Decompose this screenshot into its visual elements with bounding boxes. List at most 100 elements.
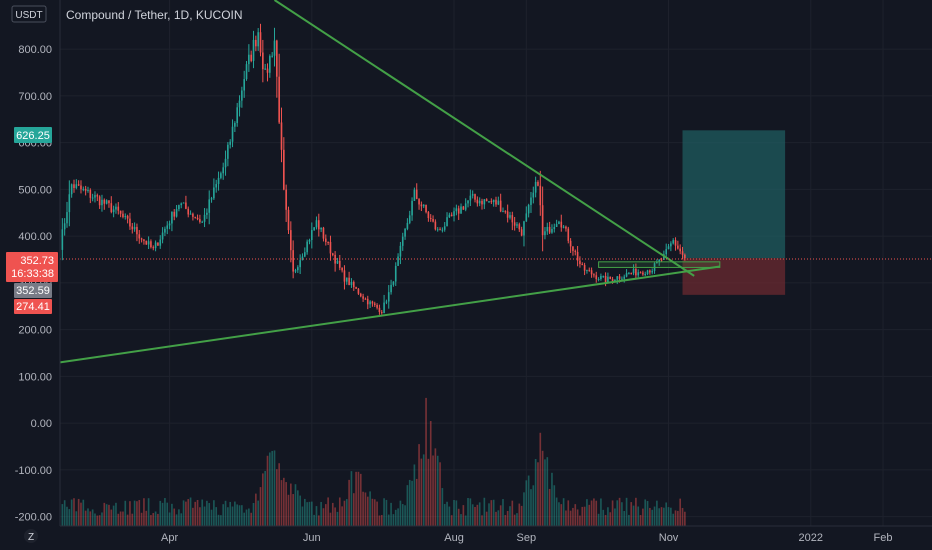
candle-body bbox=[667, 246, 670, 250]
candle-body bbox=[581, 264, 584, 266]
volume-bar bbox=[70, 499, 73, 526]
candle-body bbox=[467, 200, 469, 204]
candle-body bbox=[292, 250, 294, 272]
volume-bar bbox=[173, 508, 176, 526]
volume-bar bbox=[68, 509, 71, 526]
volume-bar bbox=[651, 509, 654, 526]
candle-body bbox=[208, 199, 211, 213]
volume-bar bbox=[348, 479, 350, 526]
volume-bar bbox=[126, 514, 129, 526]
candle-body bbox=[555, 224, 558, 227]
volume-bar bbox=[145, 510, 148, 526]
candle-body bbox=[89, 189, 92, 198]
volume-bar bbox=[357, 471, 360, 526]
scale-button[interactable]: Z bbox=[24, 529, 38, 543]
candle-body bbox=[569, 240, 572, 247]
candle-body bbox=[124, 216, 127, 218]
candle-body bbox=[271, 55, 273, 57]
volume-bar bbox=[292, 494, 294, 526]
candle-body bbox=[199, 219, 201, 222]
time-axis-labels: Apr Jun Aug Sep Nov 2022 Feb bbox=[161, 532, 893, 544]
candle-body bbox=[537, 181, 539, 186]
candle-body bbox=[129, 218, 131, 227]
volume-bar bbox=[625, 497, 628, 526]
volume-bar bbox=[168, 512, 171, 526]
candle-body bbox=[243, 79, 246, 91]
volume-bar bbox=[303, 498, 306, 526]
volume-bar bbox=[439, 462, 441, 526]
trendline-drawings[interactable] bbox=[59, 0, 721, 364]
candle-body bbox=[441, 229, 444, 231]
volume-bar bbox=[555, 497, 558, 526]
price-tick-label: 400.00 bbox=[18, 231, 52, 243]
candle-body bbox=[250, 54, 253, 61]
candle-body bbox=[490, 201, 493, 203]
volume-bar bbox=[653, 506, 656, 526]
volume-bar bbox=[462, 505, 465, 526]
volume-bar bbox=[478, 502, 481, 526]
candle-body bbox=[635, 268, 637, 276]
volume-bar bbox=[380, 514, 383, 526]
candle-body bbox=[364, 298, 367, 300]
candle-body bbox=[352, 281, 355, 288]
volume-bar bbox=[355, 471, 357, 526]
candle-body bbox=[674, 240, 677, 246]
candle-body bbox=[623, 276, 626, 279]
volume-bar bbox=[269, 452, 271, 526]
time-axis[interactable] bbox=[0, 526, 932, 550]
currency-button[interactable]: USDT bbox=[11, 5, 47, 23]
volume-bar bbox=[513, 514, 516, 526]
volume-bar bbox=[642, 508, 644, 526]
volume-bar bbox=[154, 511, 157, 526]
time-tick-label: Aug bbox=[444, 532, 464, 544]
candle-body bbox=[471, 194, 474, 196]
volume-bar bbox=[331, 502, 334, 526]
volume-bar bbox=[345, 499, 348, 526]
volume-bar bbox=[527, 475, 530, 526]
volume-bar bbox=[518, 503, 521, 526]
candle-body bbox=[82, 188, 85, 190]
volume-bar bbox=[597, 513, 600, 526]
candle-body bbox=[586, 269, 588, 271]
candle-body bbox=[399, 245, 402, 257]
volume-bar bbox=[119, 511, 122, 526]
volume-bar bbox=[553, 485, 556, 526]
candle-body bbox=[359, 293, 362, 297]
candle-body bbox=[355, 287, 357, 289]
candle-body bbox=[171, 211, 173, 224]
candle-body bbox=[159, 239, 162, 246]
candle-body bbox=[119, 210, 122, 214]
volume-bar bbox=[317, 515, 320, 526]
volume-bar bbox=[490, 500, 493, 526]
volume-bar bbox=[257, 500, 259, 526]
volume-bar bbox=[364, 492, 367, 526]
candle-body bbox=[614, 279, 616, 282]
volume-bar bbox=[192, 507, 194, 526]
candle-body bbox=[273, 40, 276, 56]
volume-bar bbox=[213, 500, 215, 526]
volume-bar bbox=[84, 510, 87, 526]
candle-body bbox=[140, 238, 143, 240]
candle-body bbox=[220, 173, 222, 178]
candle-body bbox=[94, 195, 96, 198]
candle-body bbox=[532, 192, 535, 198]
volume-bar bbox=[441, 488, 444, 526]
volume-bar bbox=[75, 511, 78, 526]
volume-bar bbox=[241, 505, 243, 526]
candle-body bbox=[497, 200, 500, 205]
volume-bar bbox=[161, 502, 164, 526]
candle-body bbox=[565, 226, 567, 229]
candle-body bbox=[241, 90, 243, 101]
candle-body bbox=[672, 240, 675, 244]
candle-body bbox=[450, 214, 453, 217]
candle-body bbox=[460, 206, 462, 214]
candle-body bbox=[322, 227, 325, 239]
candle-body bbox=[115, 206, 117, 210]
volume-bar bbox=[259, 487, 262, 526]
candle-body bbox=[196, 217, 199, 220]
candle-body bbox=[201, 221, 204, 223]
candle-body bbox=[77, 184, 80, 186]
candle-body bbox=[609, 276, 612, 280]
candle-body bbox=[684, 254, 686, 259]
